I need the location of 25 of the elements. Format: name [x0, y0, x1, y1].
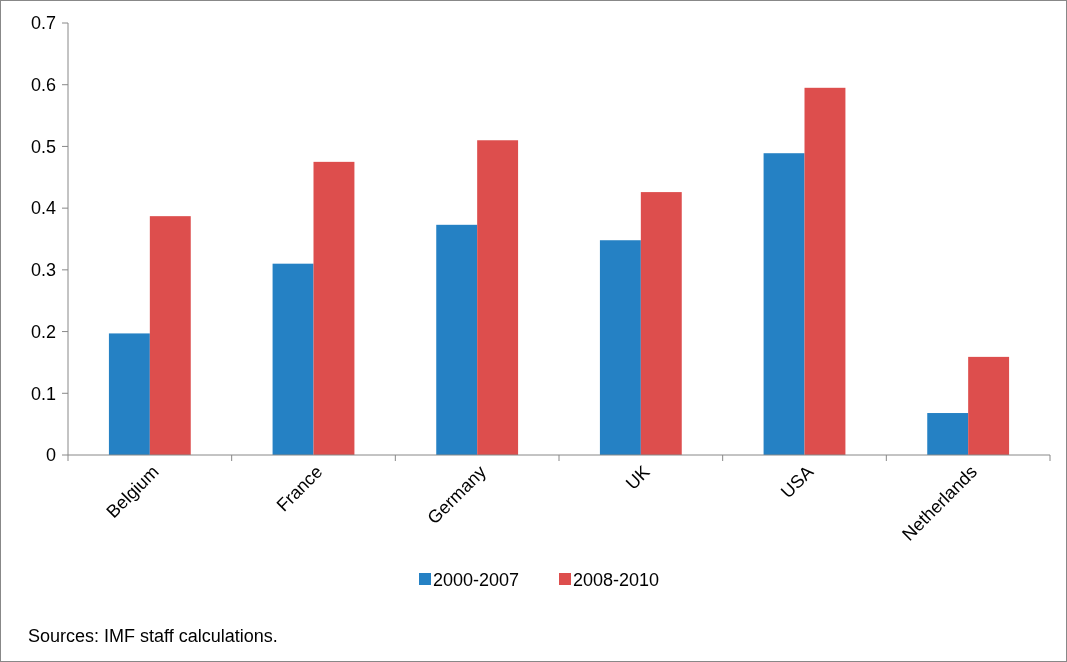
y-tick-label: 0.6 — [30, 75, 56, 96]
bar — [477, 140, 519, 455]
legend-label: 2000-2007 — [433, 570, 520, 591]
bar — [968, 356, 1010, 455]
legend-label: 2008-2010 — [573, 570, 660, 591]
y-tick-label: 0.5 — [30, 136, 56, 157]
bar — [804, 87, 846, 455]
x-tick-label: USA — [777, 461, 818, 502]
bar — [149, 216, 191, 455]
source-note: Sources: IMF staff calculations. — [28, 626, 278, 646]
bar — [108, 333, 150, 455]
y-tick-label: 0.3 — [30, 260, 56, 281]
y-tick-label: 0 — [45, 445, 56, 466]
bar — [927, 413, 969, 455]
y-tick-label: 0.2 — [30, 321, 56, 342]
bar — [272, 263, 314, 455]
bar — [599, 240, 641, 455]
y-tick-label: 0.1 — [30, 383, 56, 404]
bar — [436, 224, 478, 455]
bar — [763, 153, 805, 455]
bar — [313, 161, 355, 455]
x-tick-label: UK — [621, 461, 654, 494]
bar — [640, 192, 682, 455]
y-tick-label: 0.7 — [30, 13, 56, 34]
y-tick-label: 0.4 — [30, 198, 56, 219]
